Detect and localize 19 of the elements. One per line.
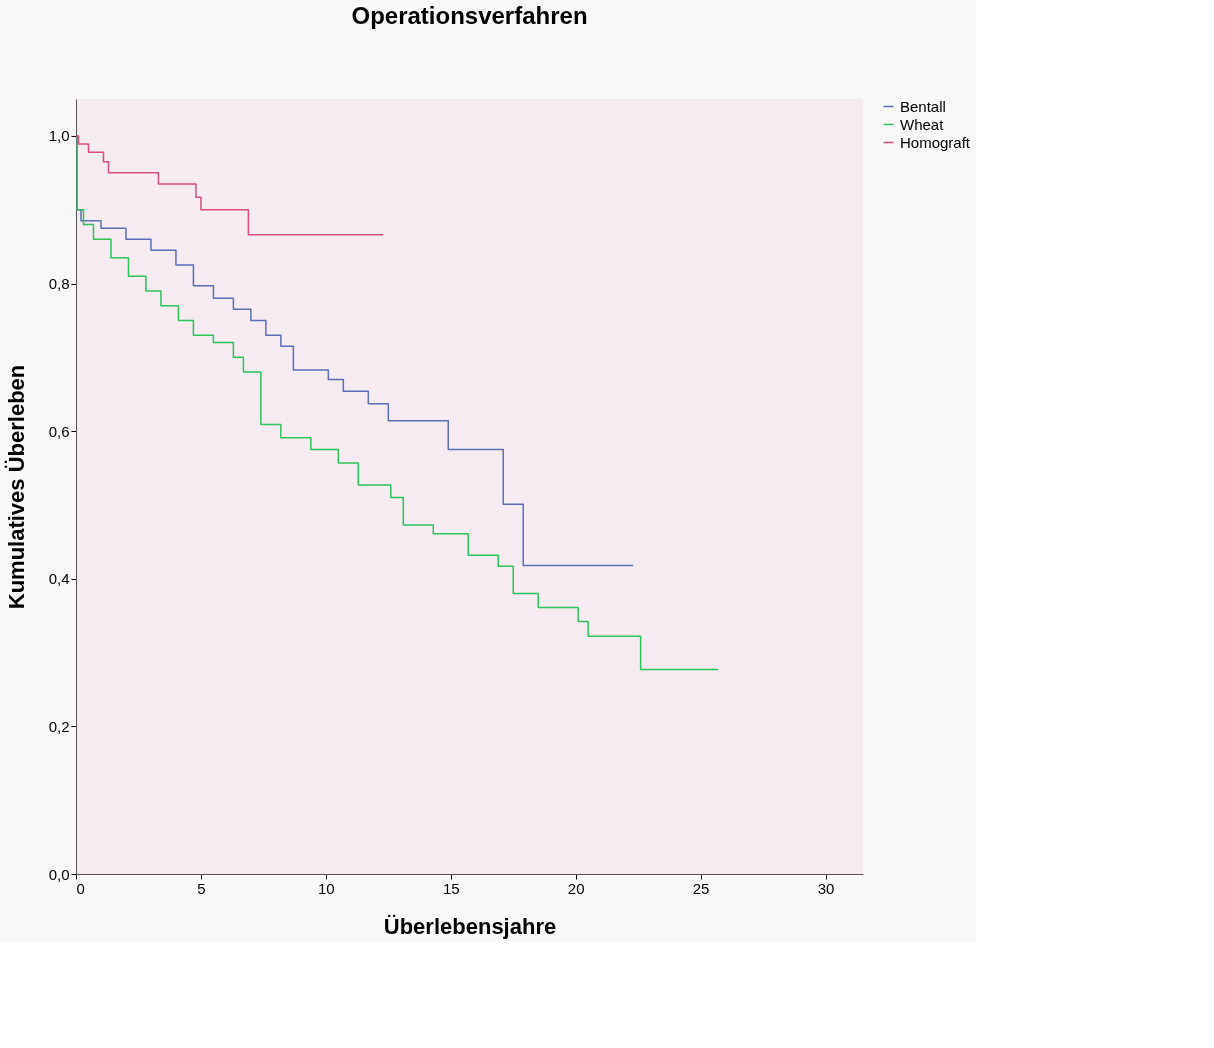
x-tick-label: 15 <box>442 879 460 897</box>
x-tick-label: 30 <box>817 879 835 897</box>
x-tick-label: 20 <box>567 879 585 897</box>
legend-label: Wheat <box>900 115 945 133</box>
chart-title: Operationsverfahren <box>351 2 588 29</box>
y-tick-label: 0,2 <box>48 717 70 735</box>
x-tick-label: 0 <box>76 879 85 897</box>
x-tick-label: 25 <box>692 879 710 897</box>
y-tick-label: 0,0 <box>48 865 70 883</box>
y-axis-title: Kumulatives Überleben <box>3 364 29 610</box>
y-tick-label: 0,4 <box>48 570 70 588</box>
legend-label: Bentall <box>900 97 946 115</box>
legend-label: Homograft <box>900 133 971 151</box>
y-tick-label: 1,0 <box>48 127 70 145</box>
y-tick-label: 0,8 <box>48 275 70 293</box>
x-tick-label: 10 <box>318 879 335 897</box>
x-axis-title: Überlebensjahre <box>383 913 557 939</box>
y-tick-label: 0,6 <box>48 422 70 440</box>
x-tick-label: 5 <box>197 879 206 897</box>
